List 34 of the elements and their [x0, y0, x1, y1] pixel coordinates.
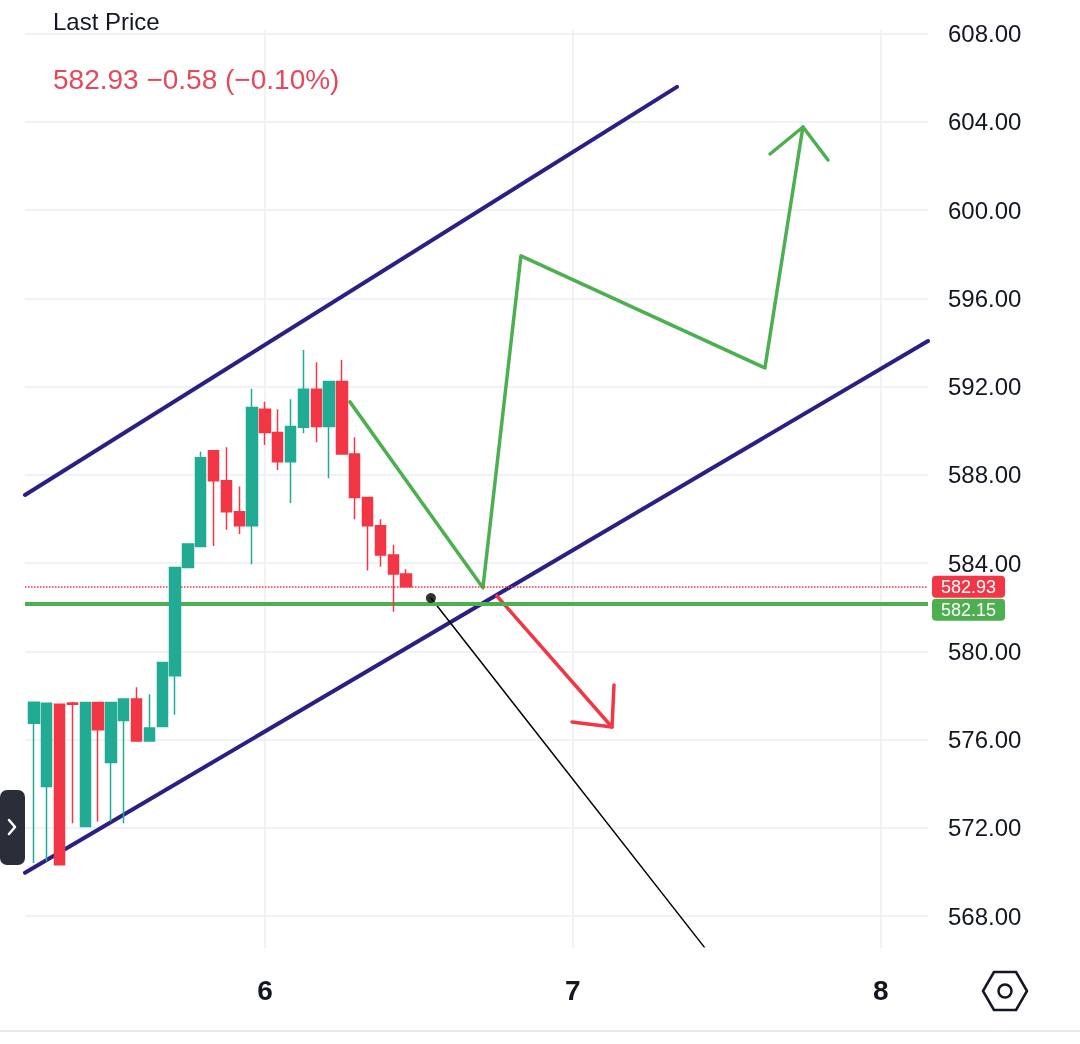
candlestick	[297, 349, 310, 434]
ref-line-label: 582.15	[941, 599, 997, 620]
y-tick-label: 572.00	[948, 814, 1022, 842]
chart-title: Last Price	[53, 7, 160, 35]
candlestick	[322, 380, 336, 479]
candlestick	[79, 701, 92, 828]
x-tick-label: 8	[873, 974, 889, 1006]
candlestick	[91, 701, 105, 823]
candlestick	[284, 398, 297, 504]
y-tick-label: 592.00	[948, 373, 1022, 401]
y-tick-label: 576.00	[948, 726, 1022, 754]
text: 582.93 −0.58 (−0.10%)	[53, 63, 340, 95]
candlestick	[53, 703, 66, 866]
candlestick	[207, 450, 220, 547]
candlestick	[233, 485, 246, 535]
candlestick	[220, 446, 233, 531]
candlestick	[130, 686, 143, 742]
candlestick	[374, 518, 387, 568]
x-tick-label: 7	[565, 974, 581, 1006]
y-tick-label: 604.00	[948, 108, 1022, 136]
y-tick-label: 580.00	[948, 637, 1022, 665]
y-tick-label: 568.00	[948, 902, 1022, 930]
y-tick-label: 588.00	[948, 461, 1022, 489]
candlestick	[361, 496, 374, 572]
candlestick	[245, 388, 259, 565]
candlestick	[310, 361, 323, 443]
y-tick-label: 608.00	[948, 20, 1022, 48]
ref-line-label: 582.93	[941, 576, 997, 597]
candlestick	[143, 693, 156, 742]
y-tick-label: 596.00	[948, 284, 1022, 312]
y-tick-label: 584.00	[948, 549, 1022, 577]
y-tick-label: 600.00	[948, 196, 1022, 224]
x-tick-label: 6	[257, 974, 273, 1006]
candlestick	[66, 701, 79, 824]
